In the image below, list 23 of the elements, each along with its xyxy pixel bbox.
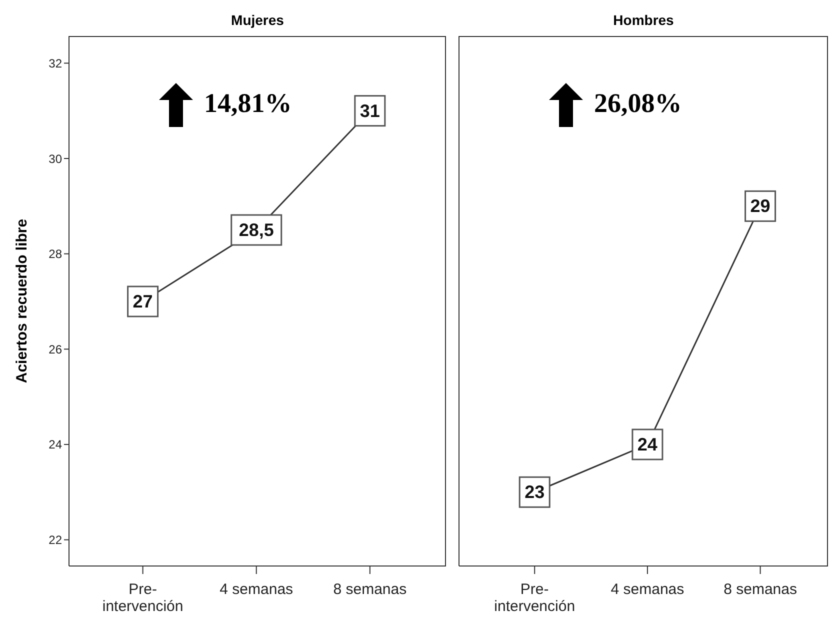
data-label: 24 [637, 434, 658, 454]
x-tick-label: 8 semanas [724, 581, 797, 598]
chart-title: Hombres [612, 12, 675, 28]
chart-title: Mujeres [230, 12, 285, 28]
y-tick-label: 24 [48, 438, 62, 452]
x-tick-label: Pre- intervención [494, 581, 576, 615]
y-tick-label: 26 [48, 342, 62, 356]
annotation: 26,08% [594, 88, 682, 119]
data-label: 31 [360, 100, 380, 121]
data-label: 23 [524, 482, 545, 502]
annotation: 14,81% [204, 88, 292, 119]
y-axis-title: Aciertos recuerdo libre [14, 218, 30, 384]
y-tick-label: 32 [48, 56, 62, 70]
data-label: 27 [132, 291, 153, 312]
data-label: 28,5 [238, 220, 274, 240]
x-tick-label: 4 semanas [220, 581, 294, 598]
y-tick-label: 30 [48, 152, 62, 166]
x-tick-label: 4 semanas [610, 581, 684, 598]
data-label: 29 [750, 196, 770, 216]
x-tick-label: Pre- intervención [102, 581, 184, 615]
y-tick-label: 28 [48, 247, 62, 262]
x-tick-label: 8 semanas [333, 581, 407, 598]
y-tick-label: 22 [48, 533, 62, 548]
